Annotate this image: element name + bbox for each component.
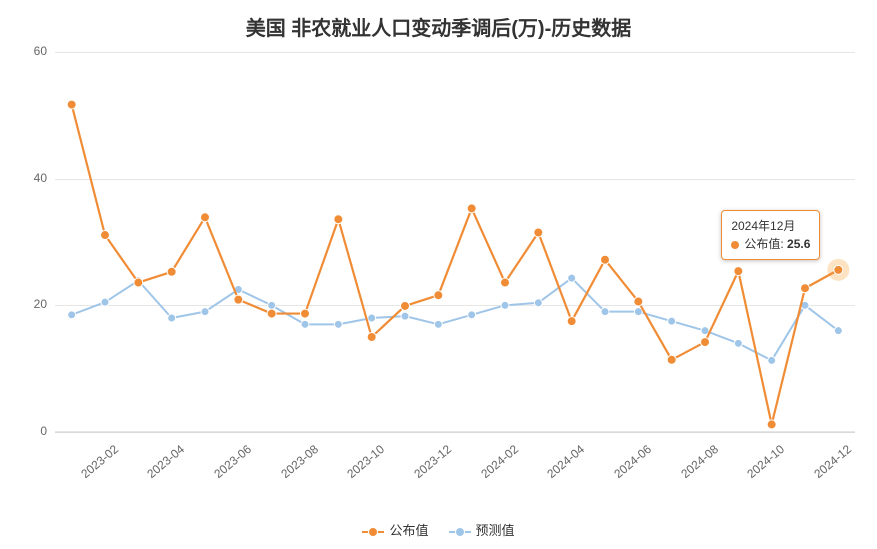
data-point[interactable] (268, 301, 276, 309)
data-point[interactable] (168, 314, 176, 322)
data-point[interactable] (434, 320, 442, 328)
x-tick-label: 2024-02 (478, 442, 521, 481)
data-point[interactable] (301, 309, 310, 318)
data-point[interactable] (401, 312, 409, 320)
data-point[interactable] (101, 298, 109, 306)
y-tick-label: 60 (7, 44, 47, 58)
data-point[interactable] (734, 339, 742, 347)
data-point[interactable] (267, 309, 276, 318)
data-point[interactable] (634, 297, 643, 306)
data-point[interactable] (467, 204, 476, 213)
legend-label: 预测值 (476, 523, 515, 538)
data-point[interactable] (834, 327, 842, 335)
data-point[interactable] (601, 308, 609, 316)
chart-title: 美国 非农就业人口变动季调后(万)-历史数据 (0, 12, 877, 41)
x-tick-label: 2024-08 (678, 442, 721, 481)
x-tick-label: 2023-04 (145, 442, 188, 481)
data-point[interactable] (334, 320, 342, 328)
data-point[interactable] (668, 317, 676, 325)
data-point[interactable] (334, 215, 343, 224)
data-point[interactable] (401, 301, 410, 310)
legend-marker-icon (362, 526, 384, 538)
data-point[interactable] (734, 267, 743, 276)
data-point[interactable] (701, 338, 710, 347)
data-point[interactable] (667, 355, 676, 364)
y-tick-label: 40 (7, 171, 47, 185)
data-point[interactable] (101, 231, 110, 240)
data-point[interactable] (434, 291, 443, 300)
x-tick-label: 2024-12 (811, 442, 854, 481)
legend-marker-icon (449, 526, 471, 538)
data-point[interactable] (201, 213, 210, 222)
data-point[interactable] (501, 301, 509, 309)
series-line (72, 278, 839, 360)
data-point[interactable] (801, 284, 810, 293)
data-point[interactable] (567, 317, 576, 326)
legend-label: 公布值 (389, 523, 428, 538)
data-point[interactable] (68, 311, 76, 319)
x-tick-label: 2024-06 (611, 442, 654, 481)
data-point[interactable] (534, 299, 542, 307)
data-point[interactable] (601, 255, 610, 264)
x-tick-label: 2023-12 (411, 442, 454, 481)
data-point[interactable] (534, 228, 543, 237)
data-point[interactable] (301, 320, 309, 328)
data-point[interactable] (501, 278, 510, 287)
data-point[interactable] (367, 333, 376, 342)
plot-area: 0204060 2023-022023-042023-062023-082023… (55, 52, 855, 432)
data-point[interactable] (768, 356, 776, 364)
legend-item[interactable]: 预测值 (449, 520, 515, 539)
x-tick-label: 2024-04 (545, 442, 588, 481)
data-point[interactable] (468, 311, 476, 319)
x-tick-label: 2023-02 (78, 442, 121, 481)
data-point[interactable] (368, 314, 376, 322)
data-point[interactable] (234, 295, 243, 304)
x-tick-label: 2023-06 (211, 442, 254, 481)
x-tick-label: 2023-10 (345, 442, 388, 481)
data-point[interactable] (767, 420, 776, 429)
data-point[interactable] (701, 327, 709, 335)
data-point[interactable] (134, 278, 143, 287)
chart-svg (55, 52, 855, 432)
data-point[interactable] (568, 274, 576, 282)
data-point[interactable] (834, 265, 843, 274)
data-point[interactable] (634, 308, 642, 316)
legend: 公布值 预测值 (0, 520, 877, 539)
series-line (72, 105, 839, 425)
x-tick-label: 2023-08 (278, 442, 321, 481)
data-point[interactable] (201, 308, 209, 316)
legend-item[interactable]: 公布值 (362, 520, 428, 539)
x-tick-label: 2024-10 (745, 442, 788, 481)
y-tick-label: 20 (7, 297, 47, 311)
chart-container: 美国 非农就业人口变动季调后(万)-历史数据 0204060 2023-0220… (0, 0, 877, 549)
data-point[interactable] (167, 267, 176, 276)
y-tick-label: 0 (7, 424, 47, 438)
data-point[interactable] (67, 100, 76, 109)
